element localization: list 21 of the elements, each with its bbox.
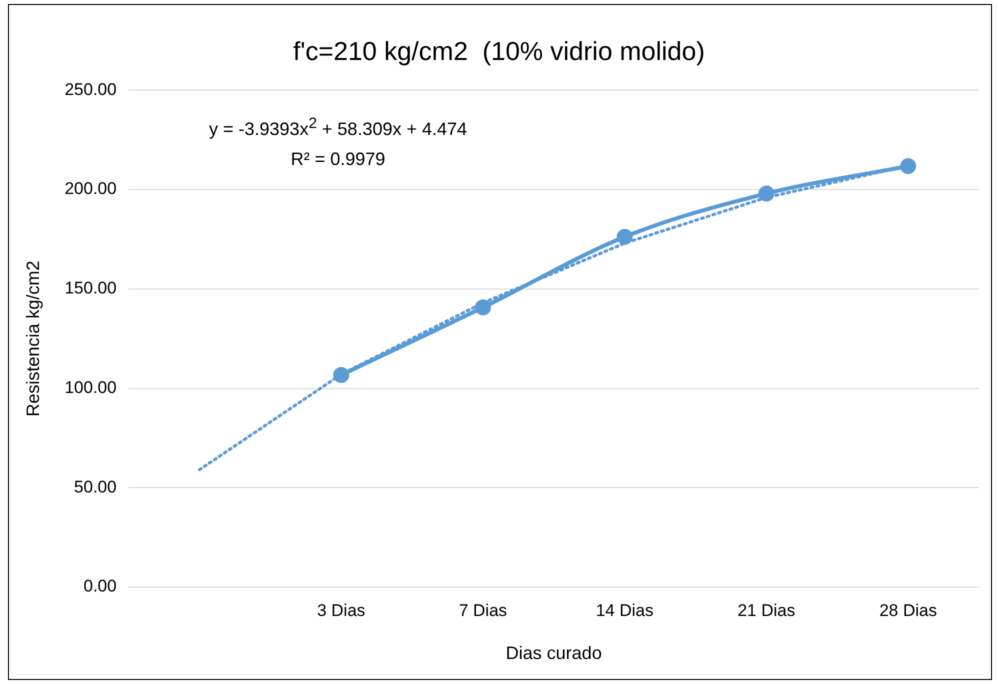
- point: [333, 366, 350, 383]
- x-tick-label: 14 Dias: [596, 600, 654, 620]
- y-tick-label: 200.00: [64, 179, 117, 198]
- point: [474, 299, 491, 316]
- point: [900, 158, 916, 174]
- y-tick-label: 50.00: [74, 477, 117, 496]
- x-tick-label: 7 Dias: [458, 600, 508, 620]
- x-tick-label: 21 Dias: [738, 600, 796, 620]
- chart-title: f'c=210 kg/cm2 (10% vidrio molido): [293, 36, 705, 66]
- point: [758, 186, 774, 202]
- y-axis-title: Resistencia kg/cm2: [22, 260, 43, 417]
- x-tick-label: 28 Dias: [879, 600, 937, 620]
- x-axis-title: Dias curado: [506, 643, 602, 664]
- y-tick-label: 250.00: [64, 80, 117, 99]
- x-tick-label: 3 Dias: [317, 600, 366, 620]
- annotation: y = -3.9393x$^{2}$ + 58.309x + 4.474: [209, 114, 468, 141]
- annotation: R² = 0.9979: [290, 148, 386, 171]
- y-tick-label: 100.00: [64, 378, 117, 397]
- point: [616, 228, 633, 245]
- y-tick-label: 150.00: [64, 278, 117, 298]
- y-tick-label: 0.00: [84, 576, 117, 596]
